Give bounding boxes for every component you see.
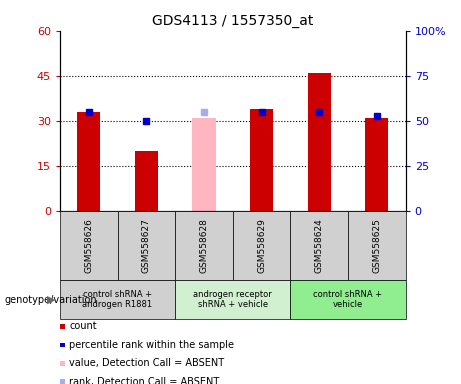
Text: GSM558629: GSM558629 [257,218,266,273]
Text: GSM558624: GSM558624 [315,218,324,273]
Text: GSM558626: GSM558626 [84,218,93,273]
Bar [365,118,388,211]
Text: count: count [69,321,97,331]
Text: control shRNA +
vehicle: control shRNA + vehicle [313,290,383,309]
Bar [250,109,273,211]
Bar [308,73,331,211]
Text: ▶: ▶ [47,295,55,305]
Text: value, Detection Call = ABSENT: value, Detection Call = ABSENT [69,358,224,368]
Text: control shRNA +
androgen R1881: control shRNA + androgen R1881 [83,290,153,309]
Bar [135,151,158,211]
Text: androgen receptor
shRNA + vehicle: androgen receptor shRNA + vehicle [194,290,272,309]
Text: GSM558625: GSM558625 [372,218,381,273]
Text: genotype/variation: genotype/variation [5,295,97,305]
Text: percentile rank within the sample: percentile rank within the sample [69,340,234,350]
Bar [193,118,216,211]
Text: rank, Detection Call = ABSENT: rank, Detection Call = ABSENT [69,377,219,384]
Text: GSM558627: GSM558627 [142,218,151,273]
Title: GDS4113 / 1557350_at: GDS4113 / 1557350_at [152,14,313,28]
Text: GSM558628: GSM558628 [200,218,208,273]
Bar [77,112,100,211]
